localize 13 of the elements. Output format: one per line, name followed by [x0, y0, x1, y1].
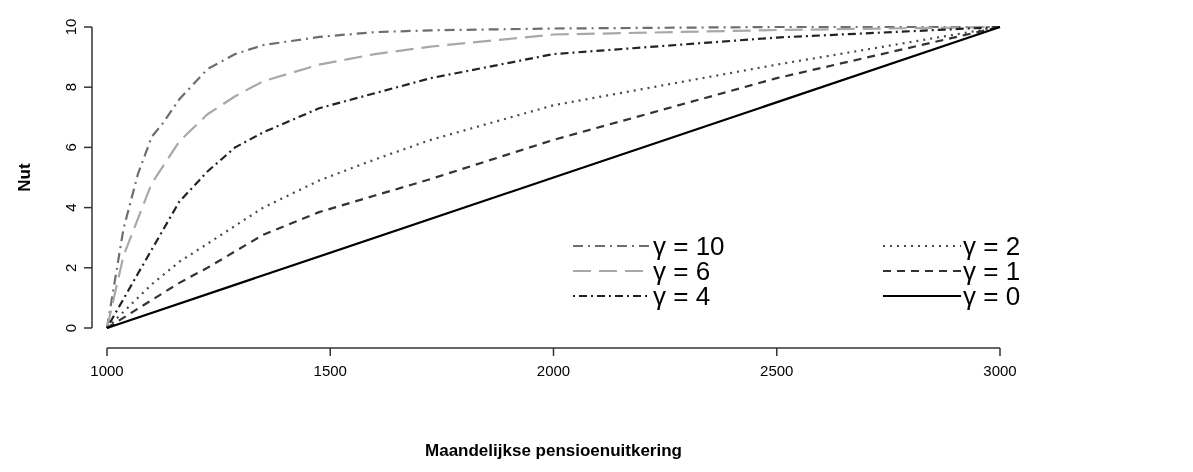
y-tick-label: 6	[62, 143, 79, 152]
y-tick-label: 8	[62, 83, 79, 92]
x-tick-label: 1500	[313, 362, 347, 379]
x-axis-title: Maandelijkse pensioenuitkering	[425, 441, 682, 460]
y-tick-label: 0	[62, 323, 79, 333]
y-tick-label: 2	[62, 263, 79, 272]
x-tick-label: 3000	[983, 362, 1017, 379]
y-tick-label: 10	[62, 18, 79, 36]
x-tick-label: 2500	[760, 362, 794, 379]
x-tick-label: 1000	[90, 362, 124, 379]
x-tick-label: 2000	[536, 362, 571, 379]
y-tick-label: 4	[62, 203, 79, 212]
y-axis-title: Nut	[15, 163, 34, 192]
